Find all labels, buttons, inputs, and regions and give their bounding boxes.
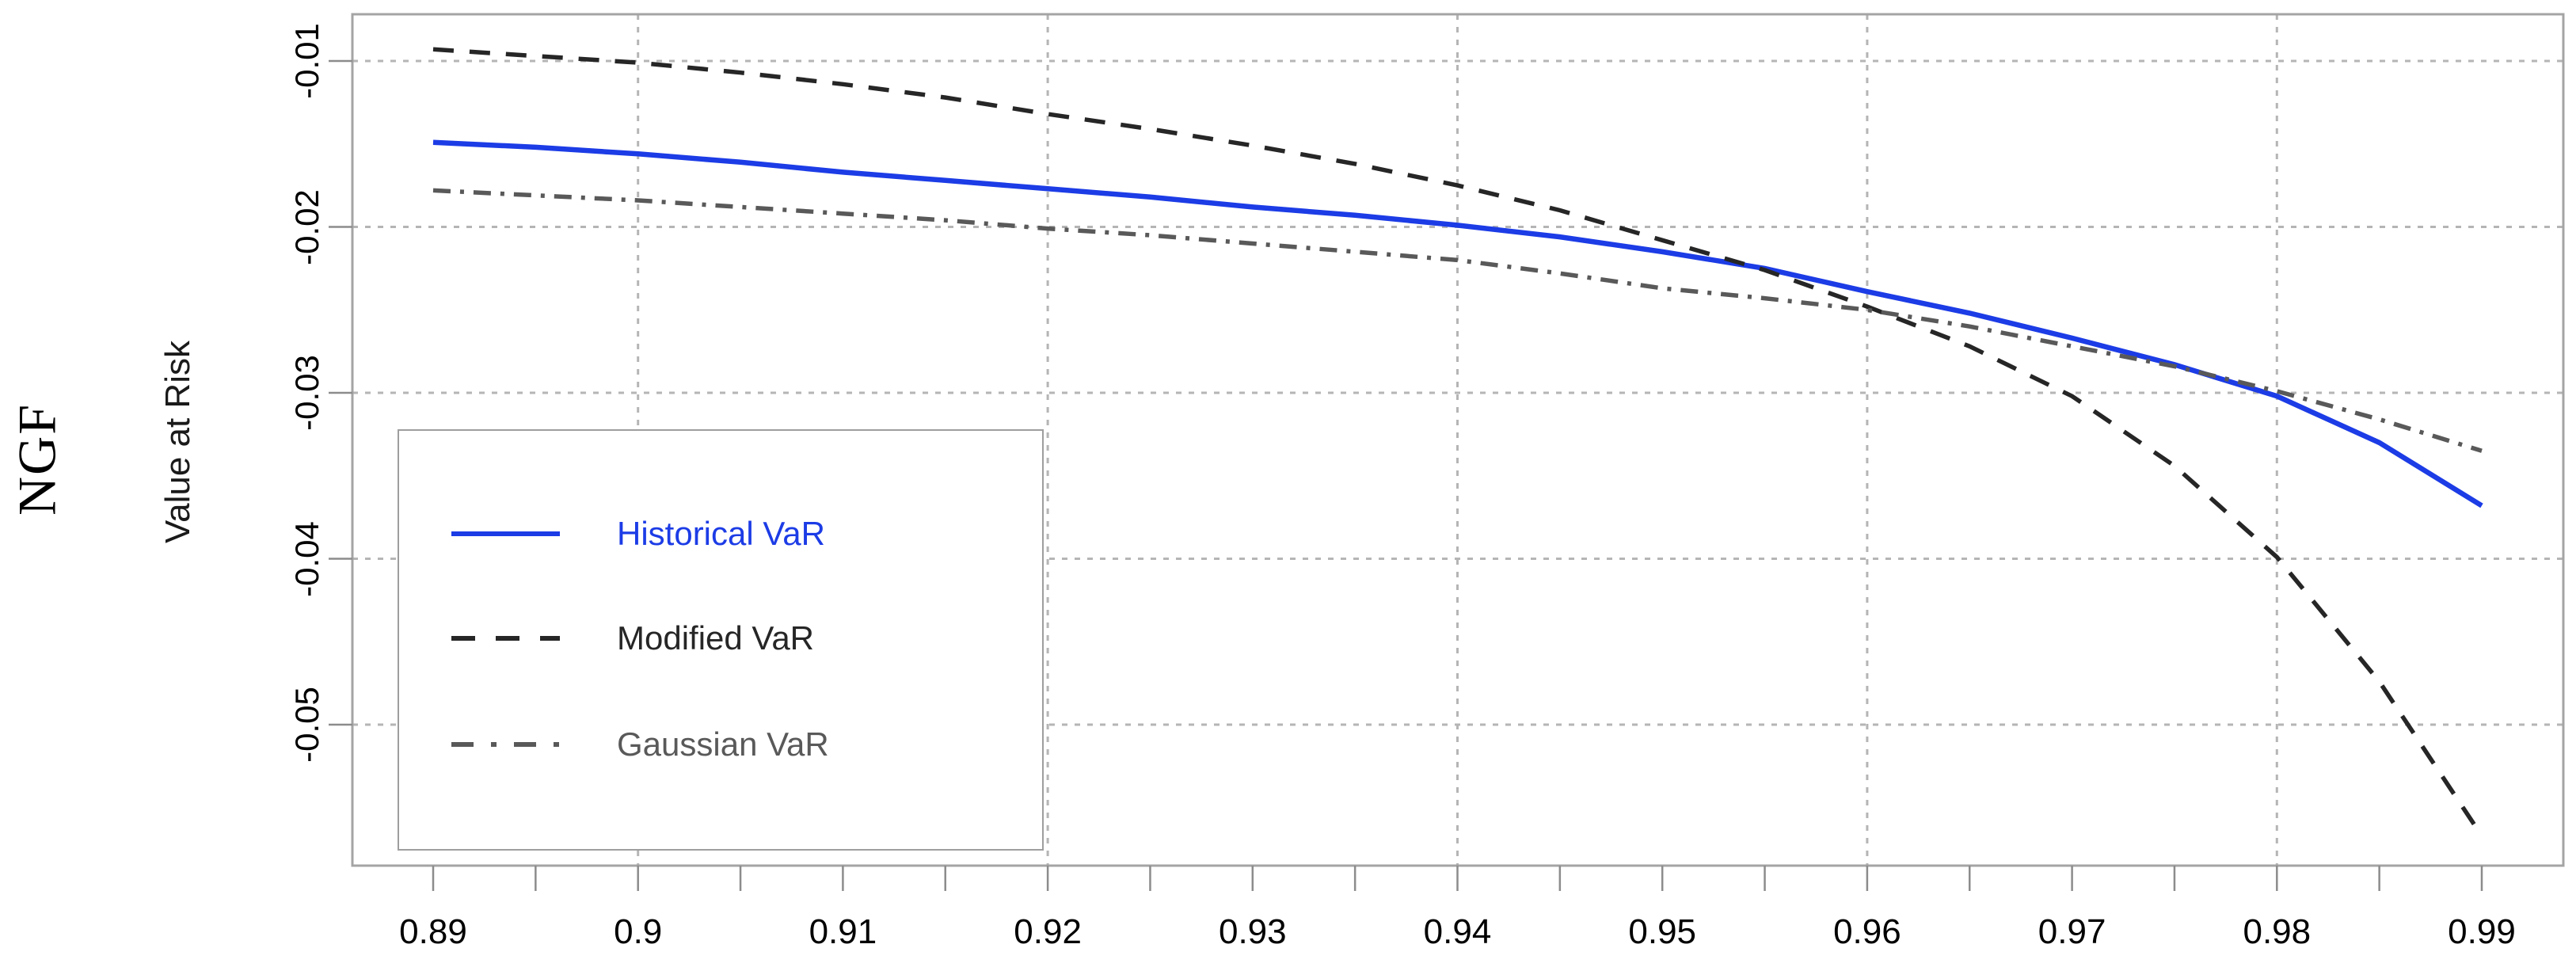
legend-row: Historical VaR [399, 510, 1042, 558]
legend-sample-line-dashed [451, 636, 560, 641]
x-tick-label: 0.99 [2448, 912, 2516, 951]
y-tick-label: -0.04 [288, 520, 325, 597]
x-tick-label: 0.95 [1628, 912, 1697, 951]
series-line-gaussian-var [432, 188, 2483, 453]
legend-label: Historical VaR [617, 515, 825, 552]
y-tick-label: -0.02 [288, 188, 325, 265]
x-tick-label: 0.97 [2038, 912, 2106, 951]
x-tick-label: 0.92 [1014, 912, 1082, 951]
y-tick-label: -0.05 [288, 687, 325, 763]
x-tick-label: 0.98 [2243, 912, 2312, 951]
legend-sample-line-solid [451, 531, 560, 536]
x-tick-label: 0.9 [614, 912, 663, 951]
legend-row: Modified VaR [399, 615, 1042, 662]
y-tick-label: -0.01 [288, 23, 325, 99]
x-tick-label: 0.89 [399, 912, 467, 951]
legend-row: Gaussian VaR [399, 721, 1042, 768]
legend-sample-line-dashdot [451, 742, 560, 747]
x-tick-label: 0.94 [1423, 912, 1492, 951]
x-tick-label: 0.96 [1833, 912, 1901, 951]
legend-label: Modified VaR [617, 619, 815, 657]
y-tick-label: -0.03 [288, 355, 325, 431]
x-tick-label: 0.91 [809, 912, 877, 951]
x-tick-label: 0.93 [1218, 912, 1287, 951]
legend: Historical VaR Modified VaR Gaussian VaR [398, 429, 1044, 851]
series-line-historical-var [432, 139, 2483, 508]
series-line-modified-var [432, 47, 2484, 837]
legend-label: Gaussian VaR [617, 725, 829, 763]
